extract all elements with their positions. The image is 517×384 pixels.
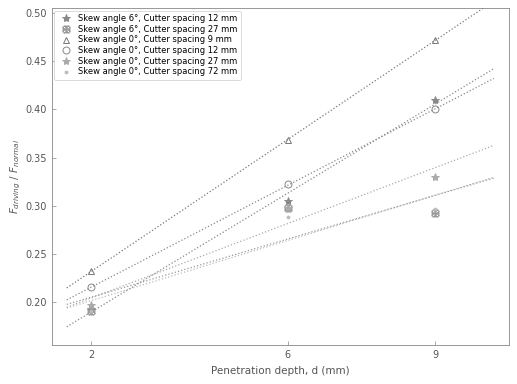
Skew angle 0°, Cutter spacing 9 mm <box>88 269 95 273</box>
Skew angle 0°, Cutter spacing 9 mm <box>284 138 291 142</box>
Skew angle 6°, Cutter spacing 27 mm <box>432 211 438 216</box>
Skew angle 0°, Cutter spacing 9 mm <box>432 38 438 42</box>
Skew angle 0°, Cutter spacing 12 mm <box>432 107 438 112</box>
Skew angle 6°, Cutter spacing 12 mm <box>88 306 95 311</box>
Skew angle 0°, Cutter spacing 12 mm <box>88 285 95 290</box>
Legend: Skew angle 6°, Cutter spacing 12 mm, Skew angle 6°, Cutter spacing 27 mm, Skew a: Skew angle 6°, Cutter spacing 12 mm, Ske… <box>54 11 240 80</box>
X-axis label: Penetration depth, d (mm): Penetration depth, d (mm) <box>211 366 349 376</box>
Skew angle 0°, Cutter spacing 72 mm <box>284 215 291 220</box>
Skew angle 0°, Cutter spacing 72 mm <box>432 206 438 211</box>
Line: Skew angle 6°, Cutter spacing 12 mm: Skew angle 6°, Cutter spacing 12 mm <box>87 96 439 313</box>
Skew angle 6°, Cutter spacing 27 mm <box>284 205 291 210</box>
Skew angle 0°, Cutter spacing 27 mm <box>88 303 95 307</box>
Line: Skew angle 0°, Cutter spacing 12 mm: Skew angle 0°, Cutter spacing 12 mm <box>88 106 438 291</box>
Skew angle 0°, Cutter spacing 27 mm <box>284 205 291 210</box>
Line: Skew angle 0°, Cutter spacing 72 mm: Skew angle 0°, Cutter spacing 72 mm <box>88 206 438 313</box>
Skew angle 0°, Cutter spacing 72 mm <box>88 308 95 313</box>
Line: Skew angle 0°, Cutter spacing 27 mm: Skew angle 0°, Cutter spacing 27 mm <box>87 173 439 309</box>
Skew angle 0°, Cutter spacing 12 mm <box>284 182 291 187</box>
Skew angle 6°, Cutter spacing 27 mm <box>88 308 95 313</box>
Skew angle 6°, Cutter spacing 12 mm <box>432 98 438 102</box>
Y-axis label: $F_{driving}$ / $F_{normal}$: $F_{driving}$ / $F_{normal}$ <box>8 139 23 214</box>
Line: Skew angle 6°, Cutter spacing 27 mm: Skew angle 6°, Cutter spacing 27 mm <box>88 204 438 314</box>
Line: Skew angle 0°, Cutter spacing 9 mm: Skew angle 0°, Cutter spacing 9 mm <box>88 36 438 275</box>
Skew angle 6°, Cutter spacing 12 mm <box>284 199 291 203</box>
Skew angle 0°, Cutter spacing 27 mm <box>432 174 438 179</box>
